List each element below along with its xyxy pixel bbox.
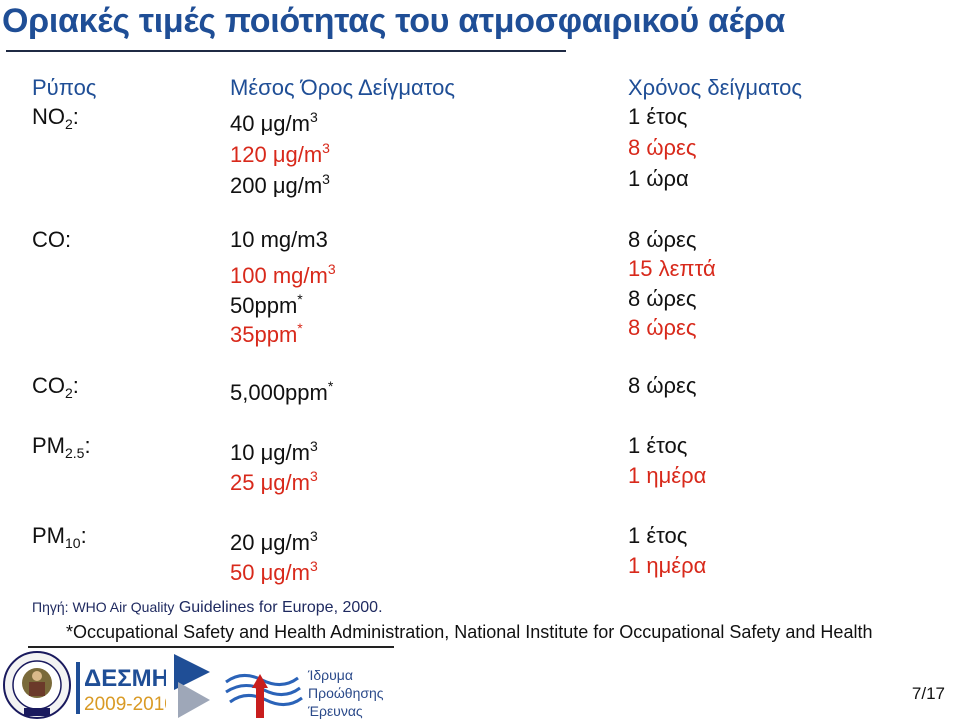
- pollutant-co2-colon: :: [72, 373, 79, 398]
- source-rest: Guidelines for Europe, 2000.: [174, 599, 383, 616]
- no2-time-3: 1 ώρα: [628, 166, 689, 191]
- header-average: Μέσος Όρος Δείγματος: [230, 75, 455, 100]
- no2-value-1-text: 40 μg/m: [230, 111, 310, 136]
- no2-value-3-text: 200 μg/m: [230, 173, 323, 198]
- no2-time-2: 8 ώρες: [628, 135, 697, 160]
- pollutant-pm10: PM10:: [32, 523, 87, 556]
- no2-time-1: 1 έτος: [628, 104, 688, 129]
- pollutant-co: CO:: [32, 227, 72, 252]
- no2-value-3: 200 μg/m3: [230, 166, 330, 199]
- pm25-time-1: 1 έτος: [628, 433, 688, 458]
- co-time-2: 15 λεπτά: [628, 256, 716, 281]
- co-value-4-sup: *: [297, 320, 303, 336]
- page-number: 7/17: [911, 684, 945, 703]
- co-time-4: 8 ώρες: [628, 315, 697, 340]
- co-time-1: 8 ώρες: [628, 227, 697, 252]
- co-value-3-text: 50ppm: [230, 293, 298, 318]
- header-pollutant: Ρύπος: [32, 75, 97, 100]
- no2-value-2-text: 120 μg/m: [230, 142, 323, 167]
- ipe-line-1: Ίδρυμα: [307, 667, 353, 683]
- pollutant-pm10-sub: 10: [65, 535, 81, 551]
- co-value-2-text: 100 mg/m: [230, 263, 328, 288]
- co-value-2-sup: 3: [327, 261, 336, 277]
- co-value-4-text: 35ppm: [230, 322, 298, 347]
- pollutant-pm25-colon: :: [84, 433, 91, 458]
- ipe-line-3: Έρευνας: [307, 703, 363, 719]
- pm10-value-2: 50 μg/m3: [230, 553, 318, 586]
- pollutant-no2-sub: 2: [65, 116, 73, 132]
- pm25-value-2-sup: 3: [309, 468, 318, 484]
- pollutant-no2: NO2:: [32, 104, 79, 137]
- title-underline: [6, 50, 566, 52]
- pm10-value-2-sup: 3: [309, 558, 318, 574]
- pm25-value-1: 10 μg/m3: [230, 433, 318, 466]
- pm25-time-2: 1 ημέρα: [628, 463, 707, 488]
- pollutant-co2-sub: 2: [65, 385, 73, 401]
- co-value-1: 10 mg/m3: [230, 227, 328, 252]
- pollutant-pm25-sub: 2.5: [65, 445, 85, 461]
- header-time: Χρόνος δείγματος: [628, 75, 802, 100]
- pm10-value-1-sup: 3: [309, 528, 318, 544]
- no2-value-1: 40 μg/m3: [230, 104, 318, 137]
- pollutant-pm10-colon: :: [80, 523, 87, 548]
- ipe-logo: Ίδρυμα Προώθησης Έρευνας: [225, 667, 384, 719]
- co-time-3: 8 ώρες: [628, 286, 697, 311]
- pm10-value-1: 20 μg/m3: [230, 523, 318, 556]
- pollutant-no2-name: NO: [32, 104, 65, 129]
- desmi-emblem-logo: [174, 654, 210, 718]
- source-citation: Πηγή: WHO Air Quality Guidelines for Eur…: [32, 599, 383, 617]
- source-label: Πηγή: WHO Air Quality: [32, 599, 175, 615]
- pm25-value-1-text: 10 μg/m: [230, 440, 310, 465]
- pm25-value-1-sup: 3: [309, 438, 318, 454]
- pm10-time-2: 1 ημέρα: [628, 553, 707, 578]
- co2-value-1: 5,000ppm*: [230, 373, 333, 406]
- pollutant-co2: CO2:: [32, 373, 79, 406]
- pollutant-co2-name: CO: [32, 373, 65, 398]
- co2-time-1: 8 ώρες: [628, 373, 697, 398]
- footnote: *Occupational Safety and Health Administ…: [66, 622, 873, 642]
- pollutant-no2-colon: :: [72, 104, 79, 129]
- pm10-time-1: 1 έτος: [628, 523, 688, 548]
- no2-value-2-sup: 3: [322, 140, 330, 156]
- desmi-years: 2009-2010: [84, 694, 166, 715]
- no2-value-2: 120 μg/m3: [230, 135, 330, 168]
- pollutant-pm10-name: PM: [32, 523, 65, 548]
- slide-title: Οριακές τιμές ποιότητας του ατμοσφαιρικο…: [2, 2, 785, 40]
- ipe-line-2: Προώθησης: [308, 685, 384, 701]
- co-value-2: 100 mg/m3: [230, 256, 336, 289]
- no2-value-3-sup: 3: [322, 171, 330, 187]
- co2-value-1-text: 5,000ppm: [230, 380, 328, 405]
- no2-value-1-sup: 3: [309, 109, 318, 125]
- co-value-3-sup: *: [297, 291, 303, 307]
- pm10-value-2-text: 50 μg/m: [230, 560, 310, 585]
- pollutant-pm25: PM2.5:: [32, 433, 91, 466]
- co-value-3: 50ppm*: [230, 286, 303, 319]
- desmi-text: ΔΕΣΜΗ: [84, 665, 166, 692]
- pm25-value-2-text: 25 μg/m: [230, 470, 310, 495]
- footer-divider: [28, 646, 394, 648]
- desmi-logo: ΔΕΣΜΗ 2009-2010: [76, 662, 166, 715]
- pollutant-pm25-name: PM: [32, 433, 65, 458]
- co2-value-1-sup: *: [327, 378, 334, 394]
- pm10-value-1-text: 20 μg/m: [230, 530, 310, 555]
- pm25-value-2: 25 μg/m3: [230, 463, 318, 496]
- university-seal-logo: [3, 651, 71, 719]
- co-value-4: 35ppm*: [230, 315, 303, 348]
